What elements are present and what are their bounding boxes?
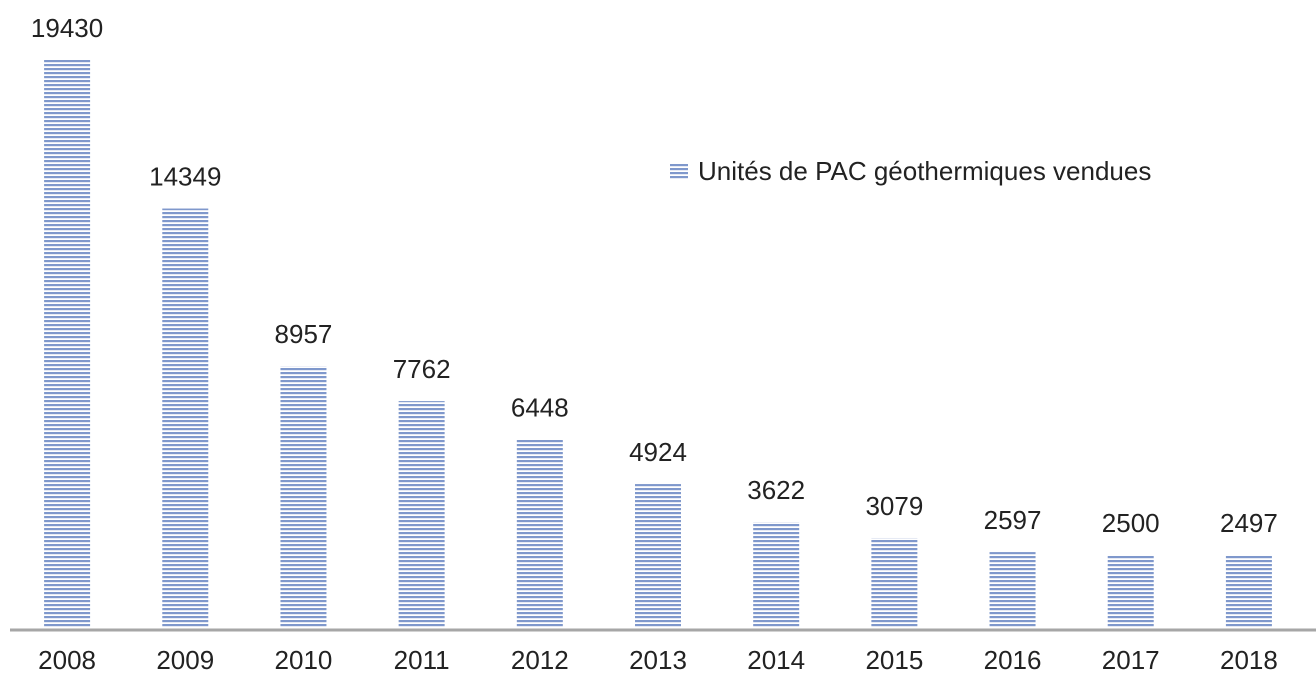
bar (635, 484, 681, 628)
x-tick-label: 2016 (984, 645, 1042, 675)
data-label: 3079 (865, 491, 923, 521)
x-tick-label: 2011 (394, 645, 450, 675)
data-label: 2497 (1220, 508, 1278, 538)
x-tick-label: 2008 (38, 645, 96, 675)
legend-swatch (670, 164, 688, 180)
x-tick-label: 2010 (275, 645, 333, 675)
legend-label: Unités de PAC géothermiques vendues (698, 156, 1151, 186)
bar (516, 439, 563, 628)
data-label: 8957 (275, 319, 333, 349)
data-label: 2597 (984, 505, 1042, 535)
data-label: 2500 (1102, 508, 1160, 538)
x-tick-label: 2009 (156, 645, 214, 675)
data-label: 6448 (511, 392, 569, 422)
bar (398, 401, 445, 628)
bar (989, 552, 1036, 628)
bar (871, 537, 918, 628)
data-label: 19430 (31, 13, 103, 43)
bar (1225, 555, 1272, 628)
x-tick-label: 2015 (865, 645, 923, 675)
x-tick-label: 2012 (511, 645, 569, 675)
x-tick-label: 2018 (1220, 645, 1278, 675)
data-label: 7762 (393, 354, 451, 384)
x-tick-label: 2017 (1102, 645, 1160, 675)
data-label: 3622 (747, 475, 805, 505)
x-tick-label: 2014 (747, 645, 805, 675)
data-label: 4924 (629, 437, 687, 467)
bar (44, 60, 91, 628)
bar (280, 366, 327, 628)
data-label: 14349 (149, 161, 221, 191)
x-tick-label: 2013 (629, 645, 687, 675)
bar (1107, 554, 1154, 628)
bar (162, 208, 209, 628)
bar (753, 522, 800, 628)
